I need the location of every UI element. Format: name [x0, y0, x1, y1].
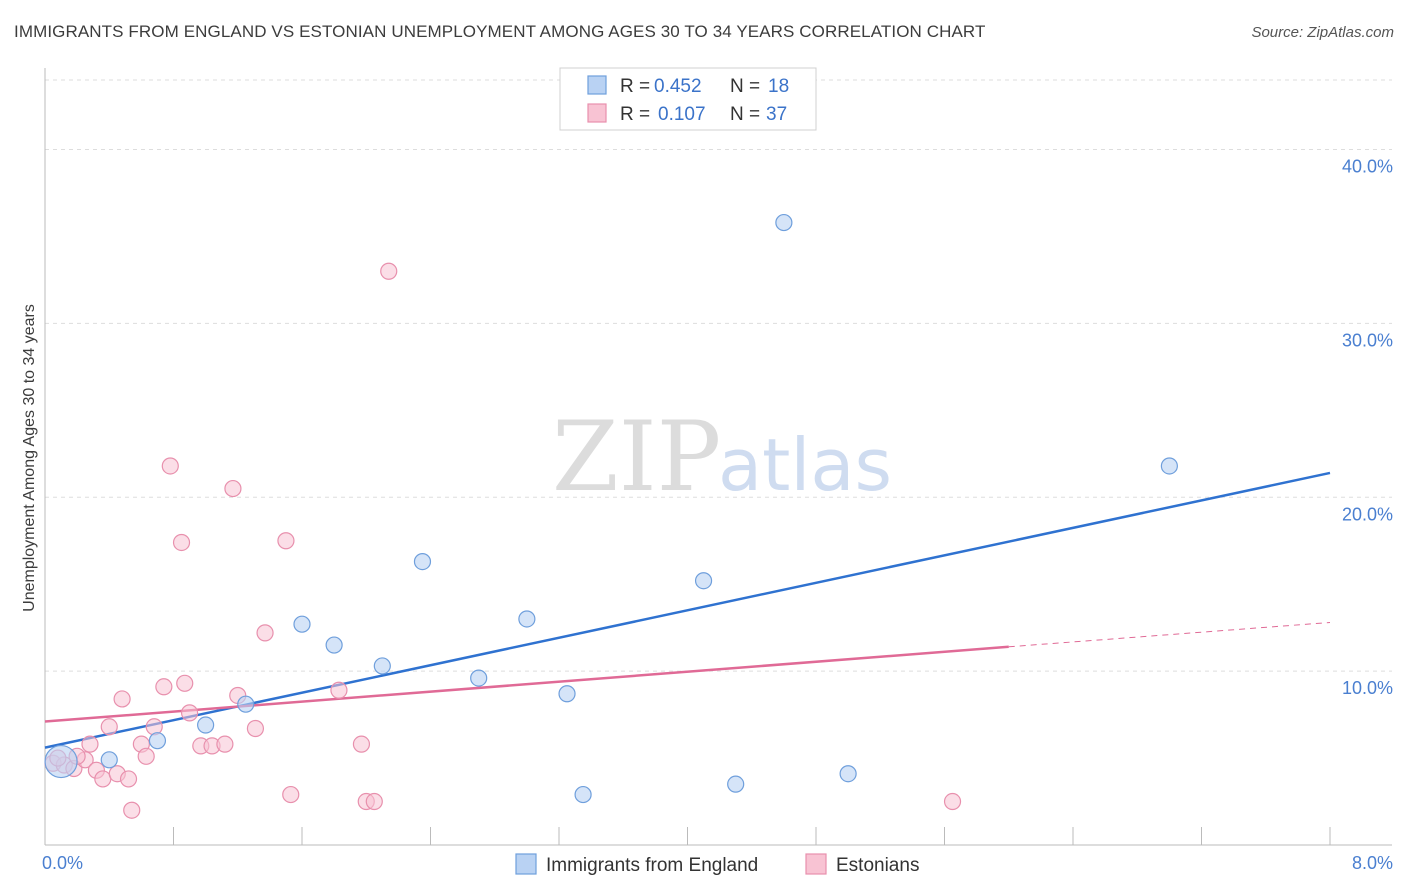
point-estonians	[380, 262, 398, 280]
trend-line-england	[44, 471, 1331, 749]
point-england	[293, 615, 311, 633]
watermark-zip: ZIP	[552, 401, 721, 513]
point-estonians	[100, 718, 118, 736]
point-estonians	[155, 678, 173, 696]
point-estonians	[123, 801, 141, 819]
bottom-legend-swatch-pink	[805, 853, 827, 875]
source-credit: Source: ZipAtlas.com	[1251, 24, 1394, 41]
point-estonians	[81, 735, 99, 753]
point-estonians	[216, 735, 234, 753]
point-england	[413, 553, 432, 571]
point-estonians	[246, 719, 265, 738]
bottom-legend-label-estonians: Estonians	[836, 855, 919, 876]
legend-r-value-1: 0.452	[654, 76, 702, 97]
y-tick-label: 40.0%	[1342, 157, 1393, 177]
trend-extension-estonians	[1008, 621, 1331, 648]
point-estonians	[256, 624, 274, 642]
chart-title: IMMIGRANTS FROM ENGLAND VS ESTONIAN UNEM…	[14, 22, 986, 41]
legend-swatch-pink	[587, 103, 607, 123]
point-estonians	[119, 770, 138, 788]
legend-n-value-2: 37	[766, 104, 787, 125]
point-estonians	[224, 479, 242, 498]
point-england	[694, 572, 713, 590]
point-estonians	[330, 681, 348, 699]
bottom-legend-label-england: Immigrants from England	[546, 855, 758, 876]
point-england	[197, 716, 215, 734]
point-estonians	[365, 792, 383, 811]
point-england	[1160, 457, 1178, 475]
legend-n-value-1: 18	[768, 76, 789, 97]
legend-r-value-2: 0.107	[658, 104, 706, 125]
point-england	[775, 213, 793, 232]
trend-lines	[44, 471, 1331, 749]
trend-line-estonians	[44, 645, 1009, 723]
legend-n-label-2: N =	[730, 104, 760, 125]
y-tick-label: 10.0%	[1342, 678, 1393, 698]
watermark: ZIP atlas	[552, 401, 892, 513]
point-estonians	[277, 532, 295, 550]
point-estonians	[137, 747, 155, 765]
point-england	[325, 636, 343, 654]
point-england	[574, 785, 592, 804]
x-tick-label: 8.0%	[1352, 853, 1393, 873]
point-england	[148, 732, 167, 750]
bottom-legend-swatch-blue	[515, 853, 537, 875]
point-england	[470, 669, 488, 687]
axes	[44, 68, 1392, 846]
point-england	[839, 765, 857, 783]
legend-n-label-1: N =	[730, 76, 760, 97]
point-estonians	[145, 718, 163, 736]
point-england	[558, 685, 576, 703]
gridlines	[45, 79, 1392, 672]
point-england	[237, 695, 255, 713]
series-legend: Immigrants from England Estonians	[515, 853, 919, 876]
point-england	[100, 751, 118, 769]
point-estonians	[176, 674, 194, 692]
point-estonians	[180, 704, 199, 722]
legend-swatch-blue	[587, 75, 607, 95]
point-estonians	[113, 690, 131, 708]
point-estonians	[94, 770, 112, 788]
point-estonians	[282, 785, 300, 804]
data-points	[44, 213, 1178, 819]
point-estonians	[943, 792, 962, 811]
legend-r-label-1: R =	[620, 76, 650, 97]
y-tick-label: 20.0%	[1342, 504, 1393, 524]
point-estonians	[172, 533, 191, 552]
point-england	[44, 744, 78, 779]
point-england	[373, 657, 391, 675]
y-axis-title: Unemployment Among Ages 30 to 34 years	[21, 304, 38, 612]
correlation-legend: R = 0.452 N = 18 R = 0.107 N = 37	[559, 67, 817, 131]
x-tick-label: 0.0%	[42, 853, 83, 873]
point-estonians	[161, 457, 179, 475]
point-england	[727, 775, 745, 793]
watermark-atlas: atlas	[718, 423, 892, 507]
point-estonians	[352, 735, 371, 753]
point-england	[518, 610, 536, 628]
axis-labels: 10.0% 20.0% 30.0% 40.0% 0.0% 8.0% Unemployment…	[21, 157, 1393, 873]
legend-r-label-2: R =	[620, 104, 650, 125]
y-tick-label: 30.0%	[1342, 330, 1393, 350]
